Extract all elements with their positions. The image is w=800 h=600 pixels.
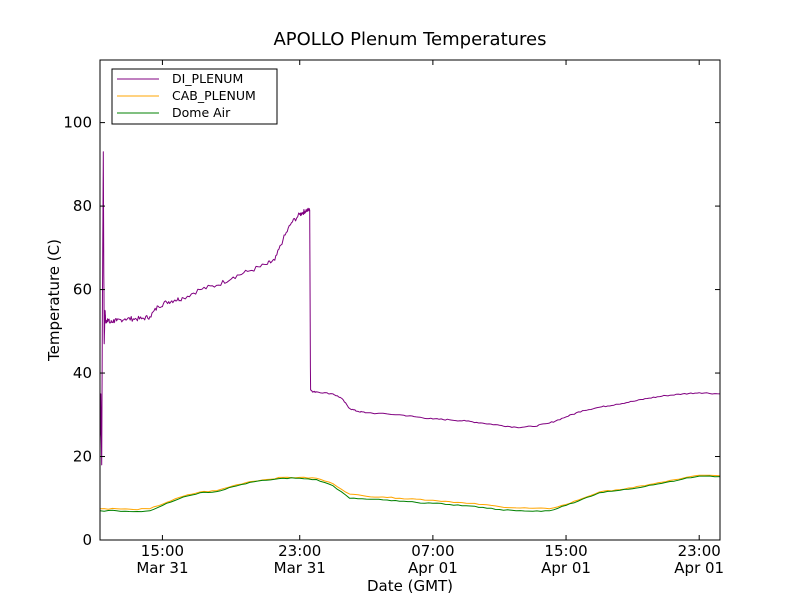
y-tick-label: 20: [73, 448, 92, 466]
chart-title: APOLLO Plenum Temperatures: [273, 29, 546, 50]
x-tick-date-label: Apr 01: [541, 559, 591, 577]
series-line-dome-air: [99, 475, 721, 513]
y-tick-label: 80: [73, 197, 92, 215]
x-tick-time-label: 07:00: [411, 542, 454, 560]
y-ticks: 0 20 40 60 80 100: [63, 114, 720, 549]
x-tick-date-label: Mar 31: [274, 559, 326, 577]
x-axis-title: Date (GMT): [367, 577, 453, 595]
legend-label: DI_PLENUM: [172, 71, 243, 86]
y-tick-label: 100: [63, 114, 92, 132]
legend-label: CAB_PLENUM: [172, 88, 256, 103]
y-tick-label: 40: [73, 364, 92, 382]
series-line-di-plenum: [99, 151, 721, 466]
y-axis-title: Temperature (C): [45, 239, 63, 362]
y-tick-label: 60: [73, 281, 92, 299]
legend: DI_PLENUM CAB_PLENUM Dome Air: [111, 68, 278, 125]
x-tick-time-label: 23:00: [278, 542, 321, 560]
x-tick-time-label: 15:00: [544, 542, 587, 560]
x-tick-date-label: Mar 31: [136, 559, 188, 577]
legend-label: Dome Air: [172, 105, 231, 120]
x-tick-date-label: Apr 01: [674, 559, 724, 577]
plot-frame: [99, 59, 721, 541]
y-tick-label: 0: [82, 531, 92, 549]
x-tick-date-label: Apr 01: [408, 559, 458, 577]
x-tick-time-label: 23:00: [678, 542, 721, 560]
x-tick-time-label: 15:00: [141, 542, 184, 560]
series-layer: [99, 151, 721, 513]
